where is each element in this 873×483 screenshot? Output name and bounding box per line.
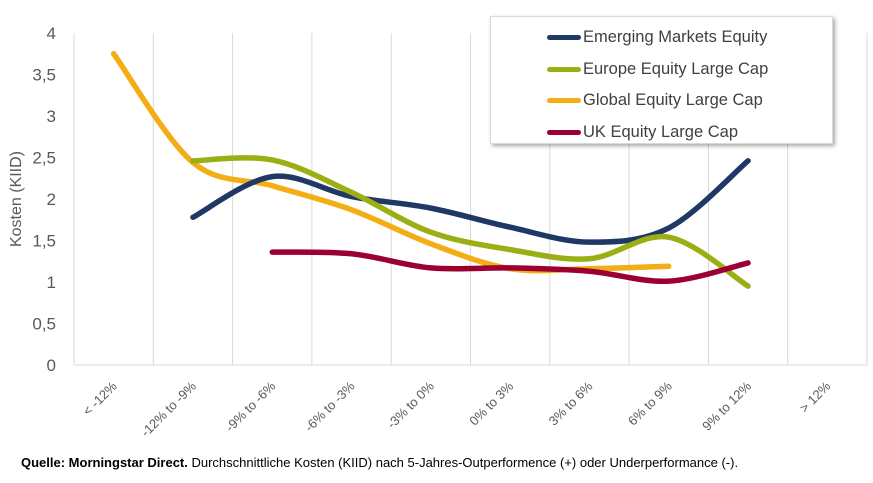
y-tick-label: 2,5 — [32, 149, 56, 168]
y-tick-label: 0 — [47, 356, 56, 375]
x-tick-label: 0% to 3% — [466, 378, 516, 428]
y-tick-label: 2 — [47, 190, 56, 209]
y-tick-label: 3 — [47, 107, 56, 126]
x-tick-label: -6% to -3% — [302, 378, 358, 434]
y-tick-label: 0,5 — [32, 315, 56, 334]
line-chart: 0 0,5 1 1,5 2 2,5 3 3,5 4 < -12% -12% to -9% -9% t… — [8, 24, 868, 440]
legend-label: Emerging Markets Equity — [583, 28, 768, 47]
legend-item-global: Global Equity Large Cap — [491, 85, 832, 117]
chart-legend: Emerging Markets Equity Europe Equity La… — [490, 16, 833, 144]
legend-label: Global Equity Large Cap — [583, 91, 763, 110]
y-tick-label: 4 — [47, 24, 56, 43]
source-footnote: Quelle: Morningstar Direct. Durchschnitt… — [21, 455, 738, 470]
legend-swatch-emerging-markets — [547, 35, 581, 41]
x-tick-label: -9% to -6% — [222, 378, 278, 434]
legend-swatch-uk — [547, 129, 581, 135]
x-tick-label: 3% to 6% — [546, 378, 596, 428]
legend-swatch-europe — [547, 66, 581, 72]
legend-swatch-global — [547, 98, 581, 104]
source-label: Quelle: Morningstar Direct. — [21, 455, 188, 470]
legend-label: UK Equity Large Cap — [583, 122, 739, 141]
series-line-emerging-markets-equity — [190, 158, 751, 245]
x-axis-ticks: < -12% -12% to -9% -9% to -6% -6% to -3% -3%… — [80, 378, 834, 440]
series-lines — [110, 51, 751, 289]
y-axis-title: Kosten (KIID) — [8, 151, 25, 247]
x-tick-label: -3% to 0% — [384, 378, 437, 431]
legend-item-emerging-markets: Emerging Markets Equity — [491, 22, 832, 54]
x-tick-label: 6% to 9% — [625, 378, 675, 428]
x-tick-label: > 12% — [797, 378, 834, 415]
x-tick-label: 9% to 12% — [699, 378, 754, 433]
footnote-description: Durchschnittliche Kosten (KIID) nach 5-J… — [187, 455, 739, 470]
series-line-uk-equity-large-cap — [269, 249, 751, 285]
legend-label: Europe Equity Large Cap — [583, 59, 769, 78]
legend-item-uk: UK Equity Large Cap — [491, 117, 832, 149]
y-tick-label: 1,5 — [32, 232, 56, 251]
legend-item-europe: Europe Equity Large Cap — [491, 54, 832, 86]
x-tick-label: -12% to -9% — [138, 378, 199, 439]
y-tick-label: 1 — [47, 273, 56, 292]
series-line-europe-equity-large-cap — [190, 155, 751, 289]
x-tick-label: < -12% — [80, 378, 120, 418]
y-tick-label: 3,5 — [32, 66, 56, 85]
y-axis-ticks: 0 0,5 1 1,5 2 2,5 3 3,5 4 — [32, 24, 56, 375]
